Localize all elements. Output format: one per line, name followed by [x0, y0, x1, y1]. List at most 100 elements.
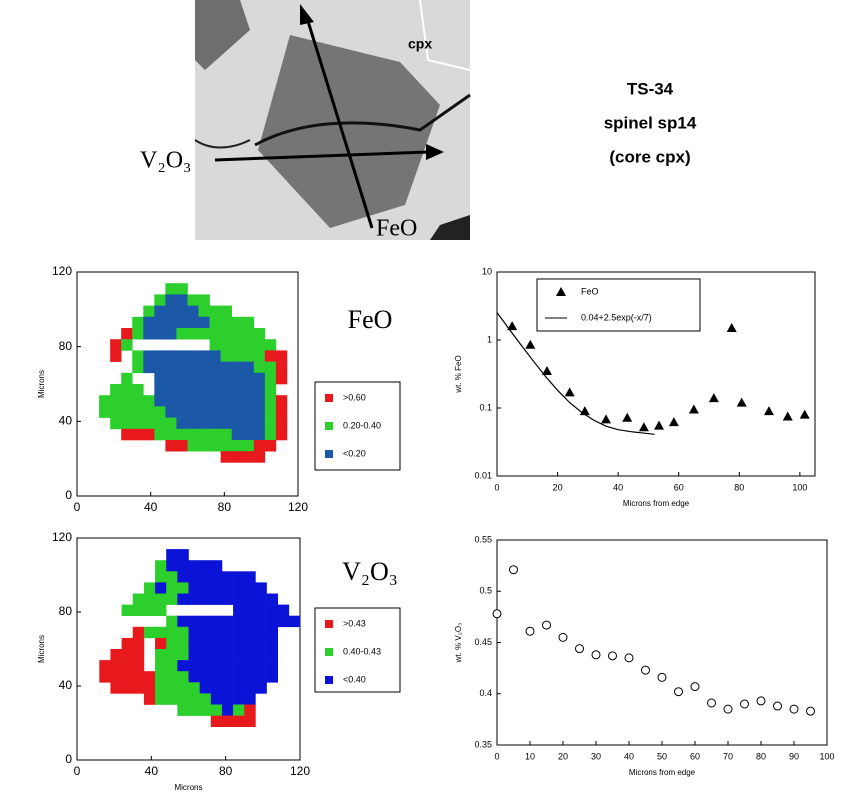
x-tick-label: 30	[591, 751, 601, 761]
map-cell	[209, 384, 221, 396]
map-cell	[143, 316, 155, 329]
map-cell	[143, 395, 155, 407]
map-cell	[110, 671, 122, 683]
map-cell	[253, 361, 266, 374]
map-cell	[233, 615, 245, 628]
map-cell	[187, 384, 199, 396]
point	[575, 644, 584, 654]
x-tick-label: 40	[145, 764, 159, 778]
map-cell	[198, 395, 210, 407]
map-cell	[242, 328, 255, 340]
map-cell	[143, 428, 155, 441]
map-cell	[242, 316, 255, 329]
map-cell	[143, 682, 156, 694]
map-cell	[244, 671, 256, 683]
map-cell	[253, 451, 266, 463]
map-cell	[221, 693, 234, 705]
map-cell	[165, 316, 177, 329]
map-cell	[110, 682, 122, 694]
map-cell	[188, 582, 200, 594]
x-tick-label: 20	[553, 482, 563, 492]
map-cell	[188, 704, 200, 716]
map-cell	[264, 372, 277, 385]
map-cell	[244, 660, 256, 672]
map-cell	[176, 428, 188, 441]
crack	[254, 93, 471, 147]
map-cell	[176, 440, 188, 452]
map-cell	[288, 615, 301, 628]
map-cell	[244, 615, 256, 628]
map-cell	[199, 660, 212, 672]
map-cell	[255, 604, 267, 616]
point	[558, 632, 568, 642]
map-cell	[233, 660, 245, 672]
legend-swatch	[325, 676, 333, 684]
x-axis-label: Microns from edge	[623, 499, 690, 508]
map-cell	[266, 593, 278, 605]
map-cell	[177, 660, 189, 672]
map-cell	[143, 406, 155, 418]
map-cell	[209, 350, 221, 362]
map-cell	[143, 693, 156, 705]
map-cell	[165, 328, 177, 340]
point	[668, 417, 679, 427]
map-cell	[187, 417, 199, 430]
map-cell	[143, 671, 156, 683]
map-cell	[199, 582, 212, 594]
map-cell	[244, 571, 256, 583]
map-cell	[176, 417, 188, 430]
map-cell	[166, 660, 178, 672]
map-cell	[110, 339, 122, 351]
x-tick-label: 60	[690, 751, 700, 761]
map-cell	[198, 440, 210, 452]
map-cell	[132, 328, 144, 340]
map-cell	[233, 626, 245, 639]
map-cell	[177, 704, 189, 716]
map-cell	[155, 682, 167, 694]
map-cell	[210, 671, 223, 683]
crack	[419, 0, 471, 71]
map-cell	[253, 417, 266, 430]
legend-label: FeO	[581, 286, 599, 296]
map-cell	[264, 361, 277, 374]
map-cell	[209, 395, 221, 407]
title-line: (core cpx)	[609, 147, 690, 166]
map-cell	[253, 328, 266, 340]
map-cell	[242, 451, 255, 463]
map-cell	[165, 305, 177, 318]
map-cell	[220, 417, 232, 430]
map-cell	[233, 671, 245, 683]
map-cell	[266, 615, 278, 628]
map-cell	[132, 593, 145, 605]
map-cell	[121, 328, 133, 340]
map-cell	[188, 671, 200, 683]
map-cell	[209, 328, 221, 340]
map-cell	[244, 582, 256, 594]
map-cell	[198, 384, 210, 396]
map-cell	[154, 395, 166, 407]
legend-swatch	[325, 450, 333, 458]
y-tick-label: 40	[59, 678, 73, 692]
legend-label: 0.20-0.40	[343, 420, 381, 430]
point	[723, 704, 733, 714]
x-tick-label: 70	[723, 751, 733, 761]
y-tick-label: 120	[52, 264, 72, 278]
map-cell	[266, 604, 278, 616]
map-cell	[199, 571, 212, 583]
map-cell	[221, 582, 234, 594]
map-cell	[231, 316, 244, 329]
bse-image: cpx V₂O₃ FeO	[140, 0, 471, 242]
map-cell	[99, 671, 111, 683]
map-cell	[231, 372, 244, 385]
map-cell	[188, 660, 200, 672]
map-cell	[155, 604, 167, 616]
x-tick-label: 80	[756, 751, 766, 761]
map-cell	[176, 305, 188, 318]
y-axis-label: Microns	[37, 370, 46, 398]
map-cell	[132, 671, 145, 683]
map-cell	[199, 560, 212, 572]
point	[564, 387, 575, 397]
map-cell	[209, 428, 221, 441]
point	[708, 393, 719, 403]
legend-swatch	[325, 422, 333, 430]
